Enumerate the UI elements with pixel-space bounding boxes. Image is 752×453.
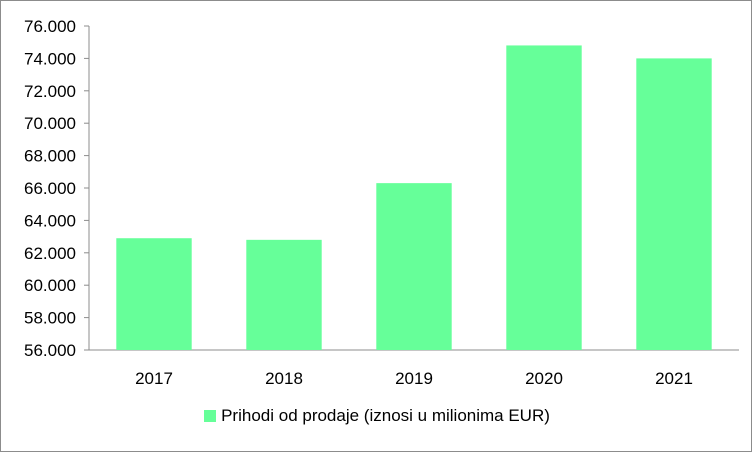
bar-2018	[246, 239, 322, 350]
bar-2017	[116, 238, 192, 350]
y-tick-label: 72.000	[24, 82, 76, 101]
legend-swatch	[204, 410, 217, 422]
x-tick-label: 2020	[525, 369, 563, 388]
x-tick-label: 2019	[395, 369, 433, 388]
legend-label: Prihodi od prodaje (iznosi u milionima E…	[221, 406, 550, 425]
legend: Prihodi od prodaje (iznosi u milionima E…	[1, 406, 752, 426]
bar-2020	[506, 45, 582, 350]
bar-2019	[376, 183, 452, 350]
y-tick-label: 68.000	[24, 147, 76, 166]
bar-2021	[636, 58, 712, 351]
x-tick-label: 2021	[655, 369, 693, 388]
y-tick-label: 64.000	[24, 211, 76, 230]
x-tick-label: 2017	[135, 369, 173, 388]
x-tick-label: 2018	[265, 369, 303, 388]
y-tick-label: 76.000	[24, 17, 76, 36]
y-tick-label: 74.000	[24, 49, 76, 68]
y-tick-label: 60.000	[24, 276, 76, 295]
y-tick-label: 56.000	[24, 341, 76, 360]
y-tick-label: 70.000	[24, 114, 76, 133]
y-tick-label: 66.000	[24, 179, 76, 198]
y-tick-label: 62.000	[24, 244, 76, 263]
y-tick-label: 58.000	[24, 309, 76, 328]
